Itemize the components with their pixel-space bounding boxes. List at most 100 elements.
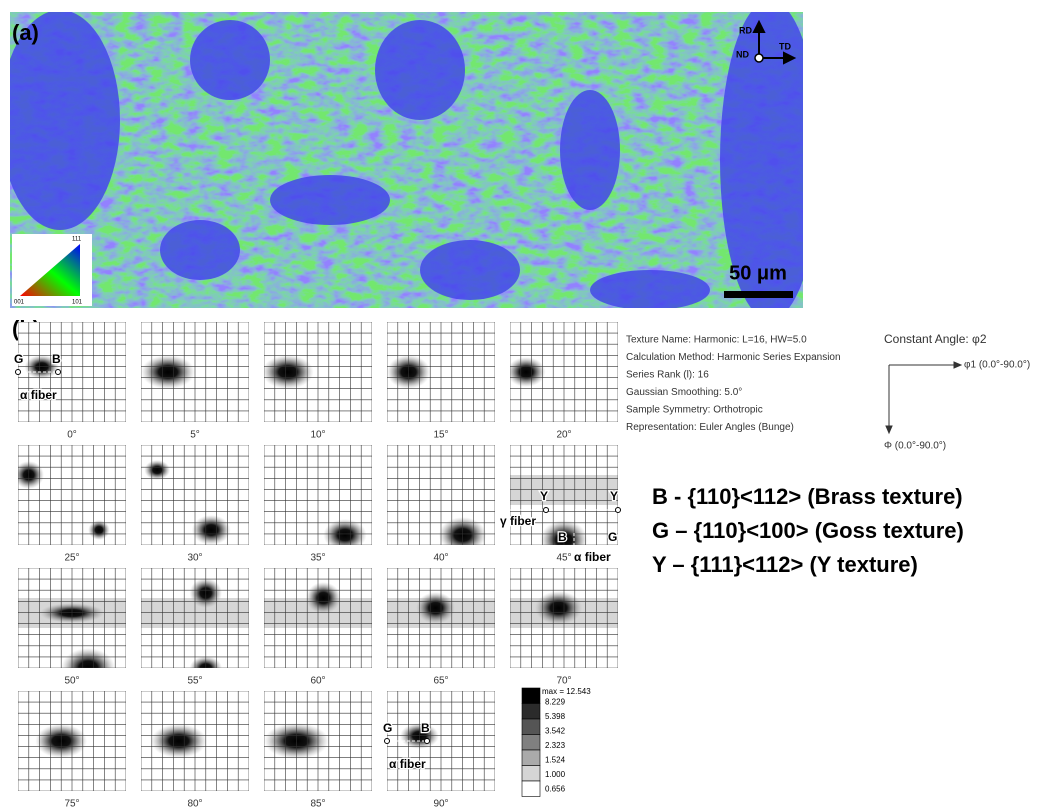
- fiber-point: [425, 739, 430, 744]
- odf-content: [387, 445, 495, 553]
- section-label: 45°: [556, 553, 571, 564]
- section-label: 55°: [187, 676, 202, 687]
- section-label: 0°: [67, 430, 77, 441]
- info-line: Sample Symmetry: Orthotropic: [626, 405, 763, 416]
- odf-section: 50°: [18, 568, 126, 688]
- fiber-point: [16, 370, 21, 375]
- info-line: Texture Name: Harmonic: L=16, HW=5.0: [626, 335, 807, 346]
- intensity-peak: [535, 591, 583, 625]
- section-label: 60°: [310, 676, 325, 687]
- odf-content: [141, 322, 249, 422]
- colorbar-label: max = 12.543: [542, 687, 591, 696]
- section-label: 75°: [64, 799, 79, 807]
- odf-content: [141, 691, 249, 791]
- scale-bar-label: 50 μm: [729, 262, 787, 284]
- colorbar-label: 1.000: [545, 770, 566, 779]
- odf-content: [264, 445, 372, 551]
- annotation: B: [52, 352, 61, 366]
- odf-section: 75°: [18, 691, 126, 807]
- panel-label: (a): [12, 20, 39, 45]
- section-label: 40°: [433, 553, 448, 564]
- odf-section: 60°: [264, 568, 372, 687]
- section-label: 70°: [556, 676, 571, 687]
- colorbar-step: [522, 766, 540, 782]
- info-block: Texture Name: Harmonic: L=16, HW=5.0Calc…: [626, 335, 841, 434]
- odf-section: 85°: [264, 691, 372, 807]
- section-label: 50°: [64, 676, 79, 687]
- section-label: 15°: [433, 430, 448, 441]
- colorbar-step: [522, 719, 540, 735]
- colorbar-label: 2.323: [545, 741, 566, 750]
- odf-content: [510, 568, 618, 668]
- annotation: Y: [540, 489, 548, 503]
- info-line: Series Rank (l): 16: [626, 370, 709, 381]
- odf-content: [507, 322, 618, 422]
- figure-canvas: (a) RD ND TD 001 101 111 50 μm (b) 0°GBα…: [0, 0, 1064, 807]
- section-label: 90°: [433, 799, 448, 807]
- section-label: 65°: [433, 676, 448, 687]
- odf-content: [387, 568, 495, 668]
- section-label: 30°: [187, 553, 202, 564]
- section-label: 85°: [310, 799, 325, 807]
- intensity-peak: [151, 724, 207, 758]
- odf-content: [262, 322, 372, 422]
- info-line: Representation: Euler Angles (Bunge): [626, 422, 794, 433]
- odf-content: [14, 445, 126, 545]
- odf-content: [141, 568, 249, 680]
- odf-section: 80°: [141, 691, 249, 807]
- axis-label: Φ (0.0°-90.0°): [884, 441, 946, 452]
- colorbar-step: [522, 735, 540, 751]
- intensity-peak: [262, 355, 314, 389]
- annotation: G: [608, 530, 617, 544]
- odf-section: 40°: [387, 445, 495, 564]
- legend-line: B - {110}<112> (Brass texture): [652, 484, 963, 509]
- colorbar-label: 8.229: [545, 698, 566, 707]
- colorbar-label: 0.656: [545, 785, 566, 794]
- texture-legend: B - {110}<112> (Brass texture) G – {110}<…: [652, 484, 964, 577]
- ipf-label: 001: [14, 300, 25, 306]
- fiber-point: [544, 508, 549, 513]
- ebsd-map: [0, 0, 820, 320]
- odf-section: 35°: [264, 445, 372, 564]
- odf-content: [264, 568, 372, 668]
- odf-section: 30°: [141, 445, 249, 564]
- section-label: 20°: [556, 430, 571, 441]
- info-line: Gaussian Smoothing: 5.0°: [626, 387, 742, 398]
- axis-label: φ1 (0.0°-90.0°): [964, 360, 1030, 371]
- annotation: B: [558, 530, 567, 544]
- colorbar-step: [522, 704, 540, 720]
- axis-label: ND: [736, 49, 749, 59]
- legend-line: Y – {111}<112> (Y texture): [652, 552, 918, 577]
- intensity-peak: [141, 355, 195, 389]
- odf-content: [141, 445, 249, 545]
- odf-section: 15°: [387, 322, 495, 441]
- colorbar-label: 1.524: [545, 756, 566, 765]
- fiber-point: [56, 370, 61, 375]
- intensity-peak: [507, 357, 546, 387]
- figure: (a) RD ND TD 001 101 111 50 μm (b) 0°GBα…: [0, 0, 1064, 807]
- colorbar-step: [522, 781, 540, 797]
- odf-section: 25°: [14, 445, 126, 564]
- ipf-label: 111: [72, 237, 82, 243]
- colorbar: max = 12.5438.2295.3983.5422.3231.5241.0…: [522, 687, 591, 796]
- annotation: G: [383, 721, 392, 735]
- odf-content: [18, 568, 126, 688]
- constant-angle: Constant Angle: φ2: [884, 332, 987, 346]
- fiber-point: [616, 508, 621, 513]
- odf-section: 65°: [387, 568, 495, 687]
- colorbar-label: 3.542: [545, 727, 566, 736]
- annotation: α fiber: [389, 757, 426, 771]
- legend-line: G – {110}<100> (Goss texture): [652, 518, 964, 543]
- annotation: G: [14, 352, 23, 366]
- odf-content: [264, 691, 372, 791]
- odf-content: [18, 691, 126, 791]
- section-label: 5°: [190, 430, 200, 441]
- intensity-peak: [306, 582, 341, 614]
- intensity-peak: [192, 515, 231, 545]
- odf-section: 70°: [510, 568, 618, 687]
- euler-axes: [886, 362, 961, 433]
- colorbar-step: [522, 688, 540, 704]
- odf-section: 10°: [262, 322, 372, 441]
